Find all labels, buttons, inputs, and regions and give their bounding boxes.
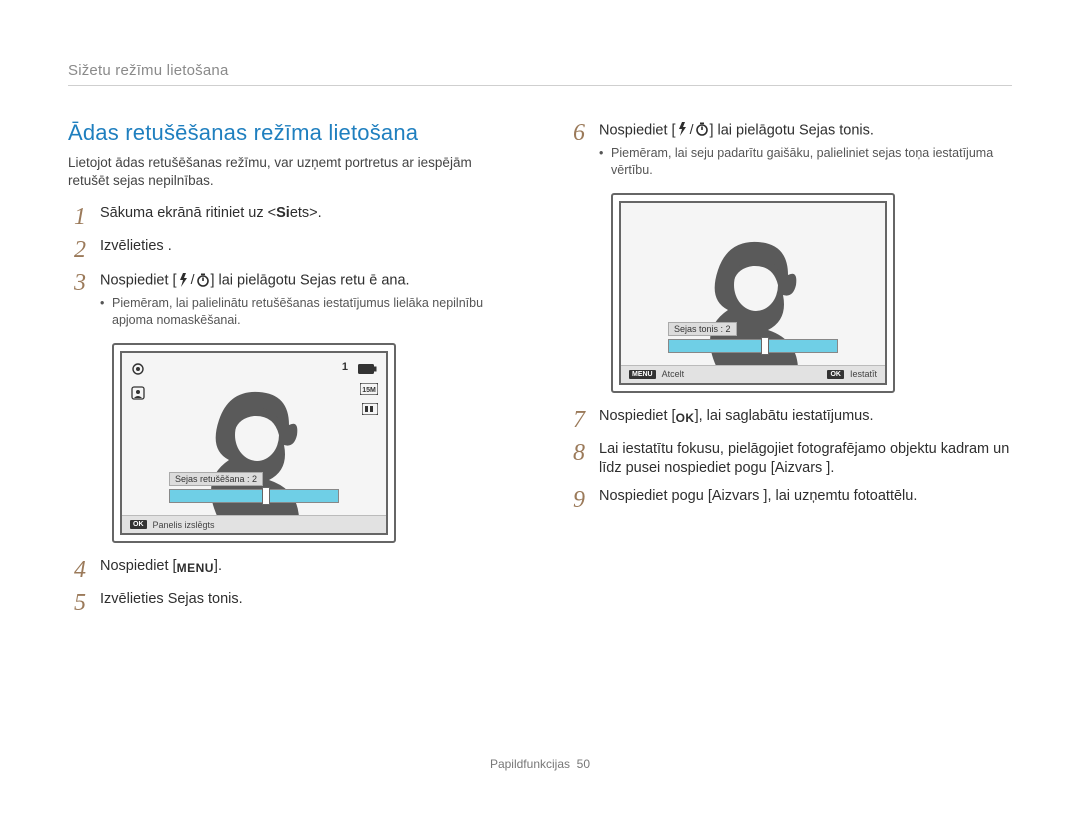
divider	[68, 85, 1012, 86]
flash-icon	[177, 273, 189, 287]
menu-key: MENU	[177, 560, 214, 576]
step-number: 1	[68, 204, 86, 229]
screen-footer: OK Panelis izslēgts	[122, 515, 386, 533]
step-text: Nospiediet [ / ] lai pielāgotu Sejas ton…	[599, 120, 1012, 141]
camera-preview-2: Sejas tonis : 2 MENU Atcelt OK Iestatīt	[611, 193, 895, 393]
step-number: 5	[68, 590, 86, 615]
step-text: Izvēlieties Sejas tonis.	[100, 590, 513, 610]
slider-thumb	[262, 487, 270, 505]
ok-key: OK	[676, 410, 695, 426]
footer-key-menu: MENU	[629, 370, 656, 379]
slider-panel: Sejas retušēšana : 2	[169, 469, 339, 503]
step-text: Lai iestatītu fokusu, pielāgojiet fotogr…	[599, 440, 1012, 479]
step-text: Sākuma ekrānā ritiniet uz <Siets>.	[100, 204, 513, 224]
right-column: 6 Nospiediet [ / ] lai pielāgotu Sejas t…	[567, 120, 1012, 623]
step-1: 1 Sākuma ekrānā ritiniet uz <Siets>.	[68, 204, 513, 229]
footer-text-right: Iestatīt	[850, 369, 877, 379]
face-icon	[130, 385, 146, 401]
step-sub-bullet: Piemēram, lai palielinātu retušēšanas ie…	[100, 295, 513, 329]
svg-text:15M: 15M	[362, 387, 376, 394]
screen-footer: MENU Atcelt OK Iestatīt	[621, 365, 885, 383]
battery-icon	[358, 363, 378, 375]
timer-icon	[196, 273, 210, 287]
step-number: 7	[567, 407, 585, 432]
footer-key-ok: OK	[827, 370, 844, 379]
step-number: 2	[68, 237, 86, 262]
step-number: 3	[68, 270, 86, 295]
step-8: 8 Lai iestatītu fokusu, pielāgojiet foto…	[567, 440, 1012, 479]
step-7: 7 Nospiediet [OK], lai saglabātu iestatī…	[567, 407, 1012, 432]
step-number: 4	[68, 557, 86, 582]
flash-icon	[676, 122, 688, 136]
step-2: 2 Izvēlieties .	[68, 237, 513, 262]
camera-preview-1: 1 15M Sejas retušēšana : 2	[112, 343, 396, 543]
slider-label: Sejas tonis : 2	[668, 322, 737, 336]
slider-panel: Sejas tonis : 2	[668, 319, 838, 353]
step-4: 4 Nospiediet [MENU].	[68, 557, 513, 582]
intro-text: Lietojot ādas retušēšanas režīmu, var uz…	[68, 154, 513, 190]
slider-label: Sejas retušēšana : 2	[169, 472, 263, 486]
step-text: Nospiediet pogu [Aizvars ], lai uzņemtu …	[599, 487, 1012, 507]
slider-track	[169, 489, 339, 503]
left-column: Ādas retušēšanas režīma lietošana Lietoj…	[68, 120, 513, 623]
footer-text-left: Atcelt	[662, 369, 685, 379]
step-6: 6 Nospiediet [ / ] lai pielāgotu Sejas t…	[567, 120, 1012, 179]
step-number: 8	[567, 440, 585, 465]
shot-count: 1	[342, 361, 348, 373]
screen-icons-right: 15M	[358, 363, 378, 415]
breadcrumb: Sižetu režīmu lietošana	[68, 62, 1012, 79]
step-text: Nospiediet [MENU].	[100, 557, 513, 577]
footer-key-ok: OK	[130, 520, 147, 529]
resolution-icon: 15M	[360, 383, 378, 395]
step-9: 9 Nospiediet pogu [Aizvars ], lai uzņemt…	[567, 487, 1012, 512]
timer-icon	[695, 122, 709, 136]
flash-timer-key: /	[676, 120, 710, 139]
step-text: Nospiediet [OK], lai saglabātu iestatīju…	[599, 407, 1012, 427]
slider-thumb	[761, 337, 769, 355]
step-number: 9	[567, 487, 585, 512]
footer-text: Panelis izslēgts	[153, 520, 215, 530]
step-text: Nospiediet [ / ] lai pielāgotu Sejas ret…	[100, 270, 513, 291]
quality-icon	[362, 403, 378, 415]
page-footer: Papildfunkcijas 50	[0, 757, 1080, 771]
slider-track	[668, 339, 838, 353]
step-5: 5 Izvēlieties Sejas tonis.	[68, 590, 513, 615]
mode-icon	[130, 361, 146, 377]
step-text: Izvēlieties .	[100, 237, 513, 257]
page-title: Ādas retušēšanas režīma lietošana	[68, 120, 513, 146]
step-sub-bullet: Piemēram, lai seju padarītu gaišāku, pal…	[599, 145, 1012, 179]
step-3: 3 Nospiediet [ / ] lai pielāgotu Sejas r…	[68, 270, 513, 329]
screen-icons-left	[130, 361, 146, 401]
flash-timer-key: /	[177, 270, 211, 289]
step-number: 6	[567, 120, 585, 145]
